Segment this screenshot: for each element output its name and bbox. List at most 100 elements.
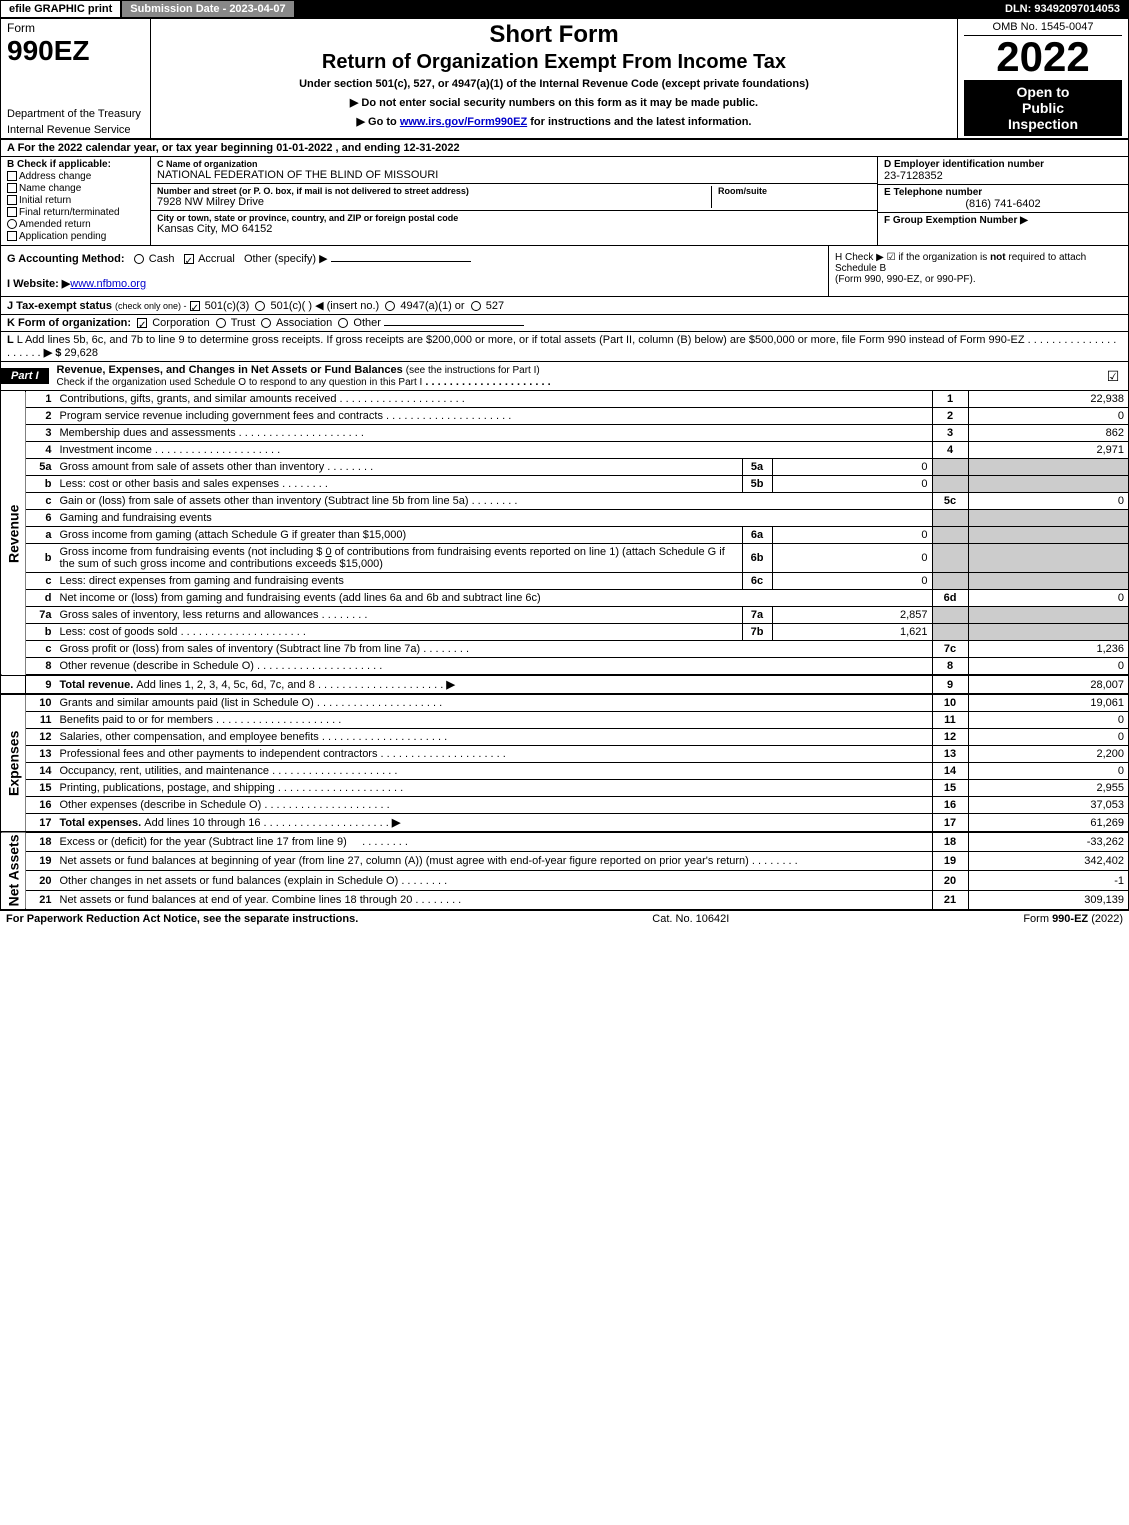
cn4: 4: [932, 442, 968, 459]
lbl-501c: 501(c)( ): [270, 300, 312, 312]
cn2: 2: [932, 408, 968, 425]
gv7b: [968, 624, 1128, 641]
chk-other-org[interactable]: [338, 318, 348, 328]
chk-name-change[interactable]: [7, 183, 17, 193]
part1-checkline: Check if the organization used Schedule …: [57, 377, 423, 388]
irs-label: Internal Revenue Service: [7, 124, 144, 136]
chk-501c[interactable]: [255, 301, 265, 311]
org-city: Kansas City, MO 64152: [157, 223, 871, 235]
gv6c: [968, 573, 1128, 590]
footer-right: Form 990-EZ (2022): [1023, 913, 1123, 925]
side-netassets: Net Assets: [1, 832, 26, 909]
tax-year: 2022: [964, 36, 1122, 78]
chk-association[interactable]: [261, 318, 271, 328]
lbl-other-method: Other (specify) ▶: [244, 253, 328, 265]
sn6c: 6c: [742, 573, 772, 590]
lbl-cash: Cash: [149, 253, 175, 265]
chk-4947[interactable]: [385, 301, 395, 311]
n14: 14: [26, 763, 56, 780]
chk-final-return[interactable]: [7, 207, 17, 217]
other-method-input[interactable]: [331, 261, 471, 262]
chk-trust[interactable]: [216, 318, 226, 328]
under-section: Under section 501(c), 527, or 4947(a)(1)…: [157, 78, 951, 90]
v17: 61,269: [968, 814, 1128, 833]
n9: 9: [26, 675, 56, 694]
n17: 17: [26, 814, 56, 833]
d5c: Gain or (loss) from sale of assets other…: [60, 495, 469, 507]
dln: DLN: 93492097014053: [997, 1, 1128, 17]
n13: 13: [26, 746, 56, 763]
chk-application-pending[interactable]: [7, 231, 17, 241]
org-street: 7928 NW Milrey Drive: [157, 196, 711, 208]
sn6a: 6a: [742, 527, 772, 544]
chk-527[interactable]: [471, 301, 481, 311]
d10: Grants and similar amounts paid (list in…: [60, 697, 314, 709]
other-org-input[interactable]: [384, 325, 524, 326]
part1-header: Part I Revenue, Expenses, and Changes in…: [1, 362, 1128, 391]
v18: -33,262: [968, 832, 1128, 852]
radio-cash[interactable]: [134, 254, 144, 264]
v21: 309,139: [968, 890, 1128, 909]
n3: 3: [26, 425, 56, 442]
form-word: Form: [7, 21, 144, 35]
row-h: H Check ▶ ☑ if the organization is not r…: [828, 246, 1128, 296]
v16: 37,053: [968, 797, 1128, 814]
chk-amended-return[interactable]: [7, 219, 17, 229]
lbl-insert-no: ◀ (insert no.): [315, 300, 379, 312]
n6b: b: [26, 544, 56, 573]
n7c: c: [26, 641, 56, 658]
gv6b: [968, 544, 1128, 573]
n10: 10: [26, 694, 56, 712]
side-revenue: Revenue: [1, 391, 26, 675]
form-header: Form 990EZ Department of the Treasury In…: [1, 19, 1128, 140]
sv7a: 2,857: [772, 607, 932, 624]
row-g: G Accounting Method: Cash Accrual Other …: [1, 246, 828, 296]
v7c: 1,236: [968, 641, 1128, 658]
title-short-form: Short Form: [157, 21, 951, 49]
d20: Other changes in net assets or fund bala…: [60, 875, 399, 887]
part1-check[interactable]: ☑: [1098, 368, 1128, 385]
chk-corporation[interactable]: [137, 318, 147, 328]
cn8: 8: [932, 658, 968, 676]
n15: 15: [26, 780, 56, 797]
v12: 0: [968, 729, 1128, 746]
d5a: Gross amount from sale of assets other t…: [60, 461, 325, 473]
cn19: 19: [932, 852, 968, 871]
n16: 16: [26, 797, 56, 814]
d12: Salaries, other compensation, and employ…: [60, 731, 319, 743]
sn7a: 7a: [742, 607, 772, 624]
amt6b: 0: [325, 546, 331, 558]
h-text1: H Check ▶ ☑ if the organization is: [835, 252, 990, 263]
col-b-label: B Check if applicable:: [7, 159, 144, 170]
d8: Other revenue (describe in Schedule O): [60, 660, 254, 672]
sn6b: 6b: [742, 544, 772, 573]
irs-link[interactable]: www.irs.gov/Form990EZ: [400, 116, 527, 128]
j-label: J Tax-exempt status: [7, 300, 112, 312]
cn15: 15: [932, 780, 968, 797]
lbl-accrual: Accrual: [198, 253, 235, 265]
efile-print[interactable]: efile GRAPHIC print: [1, 1, 122, 17]
k-label: K Form of organization:: [7, 317, 131, 329]
v9: 28,007: [968, 675, 1128, 694]
v19: 342,402: [968, 852, 1128, 871]
part1-sub: (see the instructions for Part I): [406, 365, 540, 376]
chk-initial-return[interactable]: [7, 195, 17, 205]
v1: 22,938: [968, 391, 1128, 408]
d18: Excess or (deficit) for the year (Subtra…: [60, 836, 347, 848]
radio-accrual[interactable]: [184, 254, 194, 264]
n5c: c: [26, 493, 56, 510]
chk-address-change[interactable]: [7, 171, 17, 181]
header-right: OMB No. 1545-0047 2022 Open to Public In…: [958, 19, 1128, 138]
n8: 8: [26, 658, 56, 676]
sn5b: 5b: [742, 476, 772, 493]
v2: 0: [968, 408, 1128, 425]
d6b1: Gross income from fundraising events (no…: [60, 546, 323, 558]
v20: -1: [968, 871, 1128, 890]
d11: Benefits paid to or for members: [60, 714, 213, 726]
dept-treasury: Department of the Treasury: [7, 108, 144, 120]
chk-501c3[interactable]: [190, 301, 200, 311]
header-center: Short Form Return of Organization Exempt…: [151, 19, 958, 138]
website-link[interactable]: www.nfbmo.org: [70, 278, 146, 290]
n5b: b: [26, 476, 56, 493]
n2: 2: [26, 408, 56, 425]
